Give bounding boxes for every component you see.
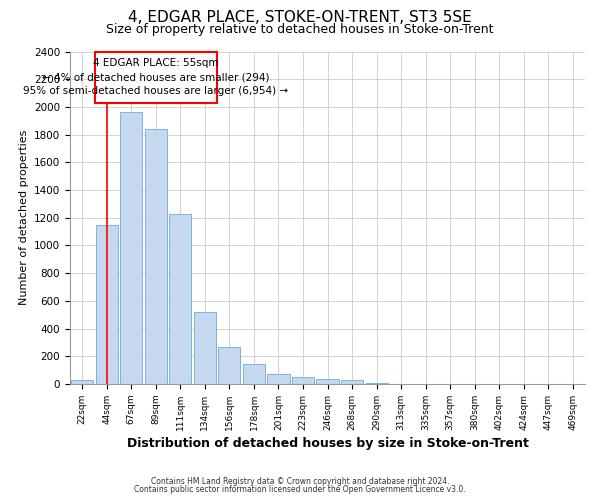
Bar bbox=[218, 347, 241, 384]
Bar bbox=[341, 380, 363, 384]
Text: 4, EDGAR PLACE, STOKE-ON-TRENT, ST3 5SE: 4, EDGAR PLACE, STOKE-ON-TRENT, ST3 5SE bbox=[128, 10, 472, 25]
Bar bbox=[194, 312, 216, 384]
Bar bbox=[71, 380, 94, 384]
Bar bbox=[292, 377, 314, 384]
Text: Contains public sector information licensed under the Open Government Licence v3: Contains public sector information licen… bbox=[134, 485, 466, 494]
Bar bbox=[96, 224, 118, 384]
Bar bbox=[243, 364, 265, 384]
Text: Size of property relative to detached houses in Stoke-on-Trent: Size of property relative to detached ho… bbox=[106, 22, 494, 36]
Bar bbox=[145, 129, 167, 384]
Text: 4 EDGAR PLACE: 55sqm
← 4% of detached houses are smaller (294)
95% of semi-detac: 4 EDGAR PLACE: 55sqm ← 4% of detached ho… bbox=[23, 58, 289, 96]
Bar bbox=[268, 374, 290, 384]
Bar bbox=[121, 112, 142, 384]
Bar bbox=[316, 379, 338, 384]
X-axis label: Distribution of detached houses by size in Stoke-on-Trent: Distribution of detached houses by size … bbox=[127, 437, 529, 450]
Bar bbox=[169, 214, 191, 384]
FancyBboxPatch shape bbox=[95, 52, 217, 103]
Y-axis label: Number of detached properties: Number of detached properties bbox=[19, 130, 29, 306]
Text: Contains HM Land Registry data © Crown copyright and database right 2024.: Contains HM Land Registry data © Crown c… bbox=[151, 477, 449, 486]
